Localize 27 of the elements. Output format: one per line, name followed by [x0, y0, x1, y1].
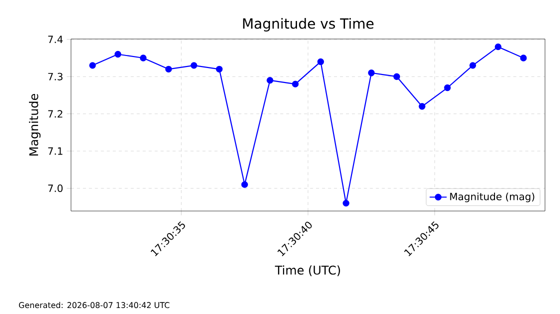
y-tick-label: 7.0 [48, 184, 63, 192]
point [266, 76, 274, 84]
point [444, 84, 451, 92]
point [368, 70, 375, 76]
point [140, 54, 147, 62]
point [241, 181, 248, 188]
point [393, 73, 400, 80]
point [317, 58, 324, 66]
point [190, 62, 198, 69]
point [89, 62, 96, 69]
point [520, 54, 527, 62]
legend-label: Magnitude (mag) [450, 192, 534, 202]
point [292, 80, 299, 88]
point [342, 200, 350, 207]
y-tick-label: 7.2 [48, 110, 62, 118]
y-tick-label: 7.3 [48, 72, 62, 80]
y-tick-label: 7.4 [48, 36, 63, 44]
point [418, 103, 426, 110]
point [469, 62, 476, 69]
y-tick-label: 7.1 [48, 147, 62, 155]
point [216, 66, 223, 72]
chart-title: Magnitude vs Time [243, 18, 374, 32]
y-axis-title: Magnitude [28, 94, 41, 156]
point [165, 66, 172, 72]
x-axis-title: Time (UTC) [274, 265, 340, 276]
point [114, 50, 122, 58]
point [494, 43, 502, 50]
